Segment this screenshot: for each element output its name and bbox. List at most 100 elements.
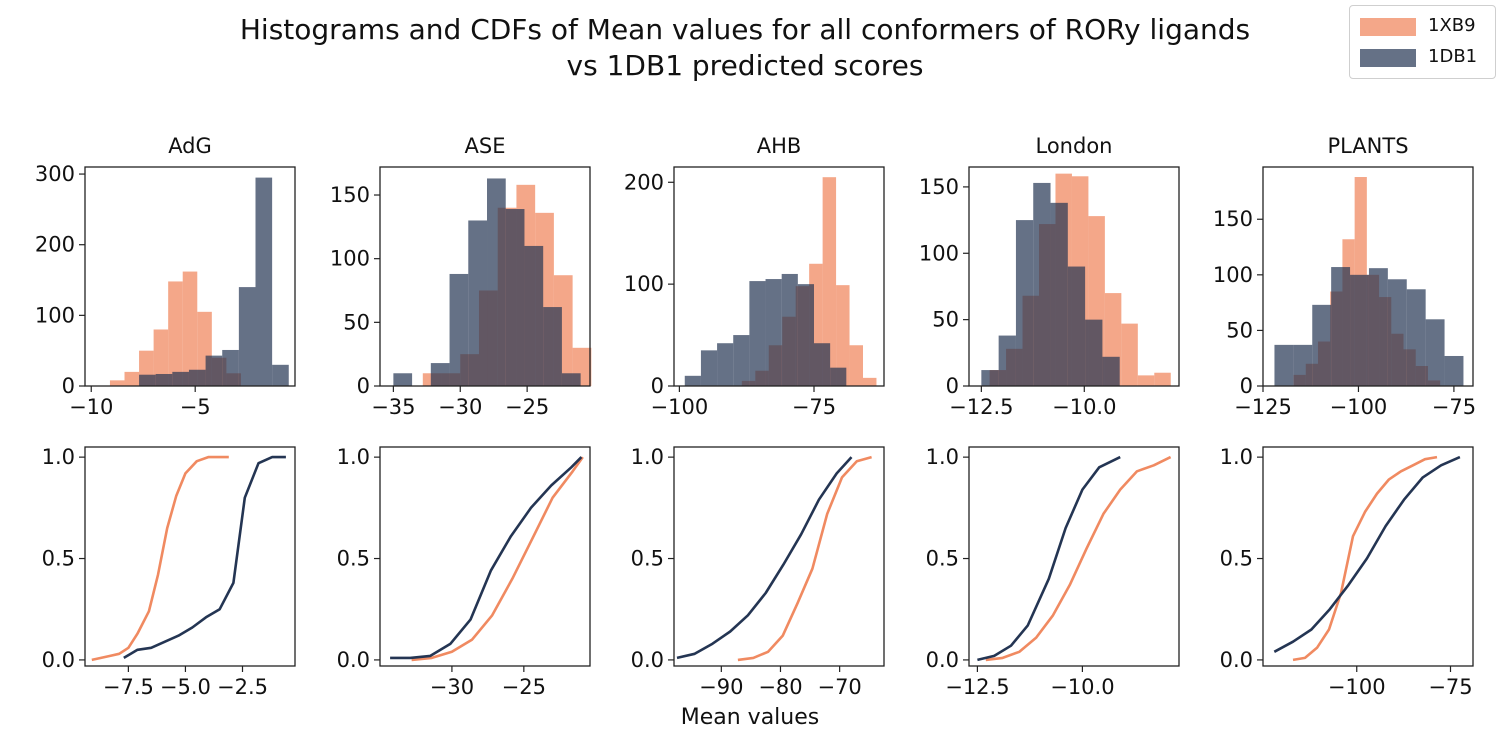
plants-histogram-bar-1db1 [1444, 355, 1464, 386]
adg-histogram-xtick-label: −5 [180, 395, 211, 419]
london-cdf-ytick-label: 1.0 [926, 445, 959, 469]
plants-cdf-line-1db1 [1273, 455, 1461, 653]
plants-cdf-ytick-label: 1.0 [1220, 445, 1253, 469]
ahb-histogram-bar-1db1 [781, 273, 798, 386]
ahb-cdf-line-1xb9 [737, 455, 872, 662]
ase-histogram-title: ASE [465, 134, 506, 158]
adg-histogram-bar-1db1 [255, 177, 273, 386]
adg-histogram-bar-1db1 [155, 373, 173, 386]
plants-histogram-bar-1db1 [1368, 268, 1388, 386]
ahb-histogram-bar-1db1 [814, 343, 831, 386]
london-histogram-bar-1xb9 [1154, 372, 1171, 386]
plants-histogram-bar-1db1 [1274, 344, 1294, 386]
london-histogram-ytick-label: 150 [919, 175, 959, 199]
ahb-histogram-xtick-label: −100 [651, 395, 709, 419]
london-histogram-axes-frame [968, 166, 1180, 387]
ahb-cdf-ytick-label: 0.5 [631, 547, 664, 571]
adg-histogram-title: AdG [168, 134, 212, 158]
ase-cdf-xtick-label: −25 [502, 675, 546, 699]
ahb-histogram-ytick-label: 100 [624, 272, 664, 296]
ahb-cdf-ytick-label: 1.0 [631, 445, 664, 469]
ahb-histogram-xtick-label: −75 [792, 395, 836, 419]
ahb-histogram-bar-1xb9 [849, 345, 863, 386]
adg-histogram-bar-1xb9 [124, 371, 140, 386]
ase-histogram-bar-1db1 [430, 363, 450, 386]
ahb-histogram-bar-1db1 [797, 284, 814, 386]
london-histogram-bar-1xb9 [1137, 375, 1155, 386]
adg-histogram-bar-1db1 [272, 364, 289, 386]
ahb-histogram-bar-1db1 [700, 350, 718, 386]
ase-histogram-bar-1db1 [468, 220, 488, 386]
plants-histogram-bar-1db1 [1293, 344, 1313, 386]
ahb-histogram-bar-1xb9 [822, 177, 837, 386]
adg-histogram-bar-1db1 [205, 355, 223, 386]
london-cdf-xtick-label: −10.0 [1050, 675, 1114, 699]
london-histogram-bar-1db1 [1102, 356, 1120, 386]
adg-histogram-bar-1xb9 [168, 281, 183, 386]
london-histogram-bar-1db1 [998, 335, 1016, 386]
london-histogram-xtick-label: −10.0 [1052, 395, 1116, 419]
plants-histogram-ytick-label: 0 [1240, 374, 1253, 398]
plants-cdf-ytick-label: 0.0 [1220, 648, 1253, 672]
ase-histogram-bar-1db1 [487, 178, 506, 386]
plants-cdf-axes-frame [1262, 446, 1474, 667]
ase-histogram-bar-1db1 [393, 373, 413, 386]
plants-histogram-ytick-label: 150 [1213, 207, 1253, 231]
ase-histogram-bar-1db1 [543, 307, 562, 386]
adg-histogram-bar-1db1 [188, 369, 206, 386]
london-histogram-xtick-label: −12.5 [949, 395, 1013, 419]
plants-histogram-bar-1db1 [1350, 274, 1369, 386]
ase-histogram-bar-1db1 [449, 273, 469, 386]
london-cdf-line-1xb9 [985, 455, 1172, 662]
ahb-histogram-bar-1xb9 [863, 377, 877, 386]
shared-x-axis-label: Mean values [680, 705, 820, 730]
plants-cdf-ytick-label: 0.5 [1220, 547, 1253, 571]
london-histogram-bar-1db1 [1050, 202, 1068, 386]
adg-histogram-ytick-label: 100 [35, 303, 75, 327]
ahb-cdf-ytick-label: 0.0 [631, 648, 664, 672]
adg-cdf-xtick-label: −2.5 [217, 675, 268, 699]
adg-histogram-ytick-label: 300 [35, 162, 75, 186]
adg-histogram-bar-1xb9 [153, 329, 169, 386]
ahb-histogram-bar-1db1 [684, 375, 701, 386]
legend-label-1xb9: 1XB9 [1428, 15, 1476, 36]
plants-histogram-axes-frame [1262, 166, 1474, 387]
plants-histogram-xtick-label: −75 [1432, 395, 1476, 419]
ase-histogram-xtick-label: −30 [438, 395, 482, 419]
plants-histogram-bar-1db1 [1406, 289, 1426, 386]
plants-histogram-ytick-label: 100 [1213, 263, 1253, 287]
adg-histogram-xtick-label: −10 [69, 395, 113, 419]
london-histogram-bar-1db1 [1033, 182, 1051, 386]
adg-cdf-axes-frame [84, 446, 296, 667]
london-cdf-ytick-label: 0.5 [926, 547, 959, 571]
legend: 1XB9 1DB1 [1349, 5, 1496, 79]
plants-histogram-bar-1db1 [1331, 267, 1351, 386]
ahb-histogram-ytick-label: 200 [624, 170, 664, 194]
ahb-histogram-title: AHB [757, 134, 802, 158]
ase-histogram-ytick-label: 100 [330, 247, 370, 271]
ahb-histogram-bar-1db1 [717, 343, 734, 386]
adg-cdf-line-1xb9 [91, 455, 229, 662]
adg-histogram-axes-frame [84, 166, 296, 387]
ahb-histogram-ytick-label: 0 [651, 374, 664, 398]
adg-cdf-ytick-label: 0.5 [42, 547, 75, 571]
london-histogram-ytick-label: 100 [919, 241, 959, 265]
figure-title-line2: vs 1DB1 predicted scores [566, 49, 924, 82]
ahb-histogram-bar-1db1 [765, 279, 782, 386]
ase-histogram-ytick-label: 0 [357, 374, 370, 398]
legend-swatch-1xb9 [1360, 18, 1416, 36]
adg-histogram-bar-1xb9 [109, 380, 125, 386]
ahb-cdf-xtick-label: −90 [699, 675, 743, 699]
ase-histogram-bar-1db1 [524, 245, 544, 386]
plants-histogram-xtick-label: −100 [1330, 395, 1388, 419]
ahb-histogram-bar-1xb9 [836, 285, 850, 386]
adg-histogram-bar-1db1 [238, 287, 256, 386]
london-cdf-ytick-label: 0.0 [926, 648, 959, 672]
ase-cdf-xtick-label: −30 [430, 675, 474, 699]
adg-histogram-ytick-label: 200 [35, 233, 75, 257]
plants-histogram-ytick-label: 50 [1226, 318, 1253, 342]
london-histogram-bar-1db1 [1085, 319, 1103, 386]
plants-cdf-line-1xb9 [1292, 455, 1438, 662]
ase-histogram-xtick-label: −25 [505, 395, 549, 419]
adg-histogram-bar-1db1 [172, 371, 189, 386]
